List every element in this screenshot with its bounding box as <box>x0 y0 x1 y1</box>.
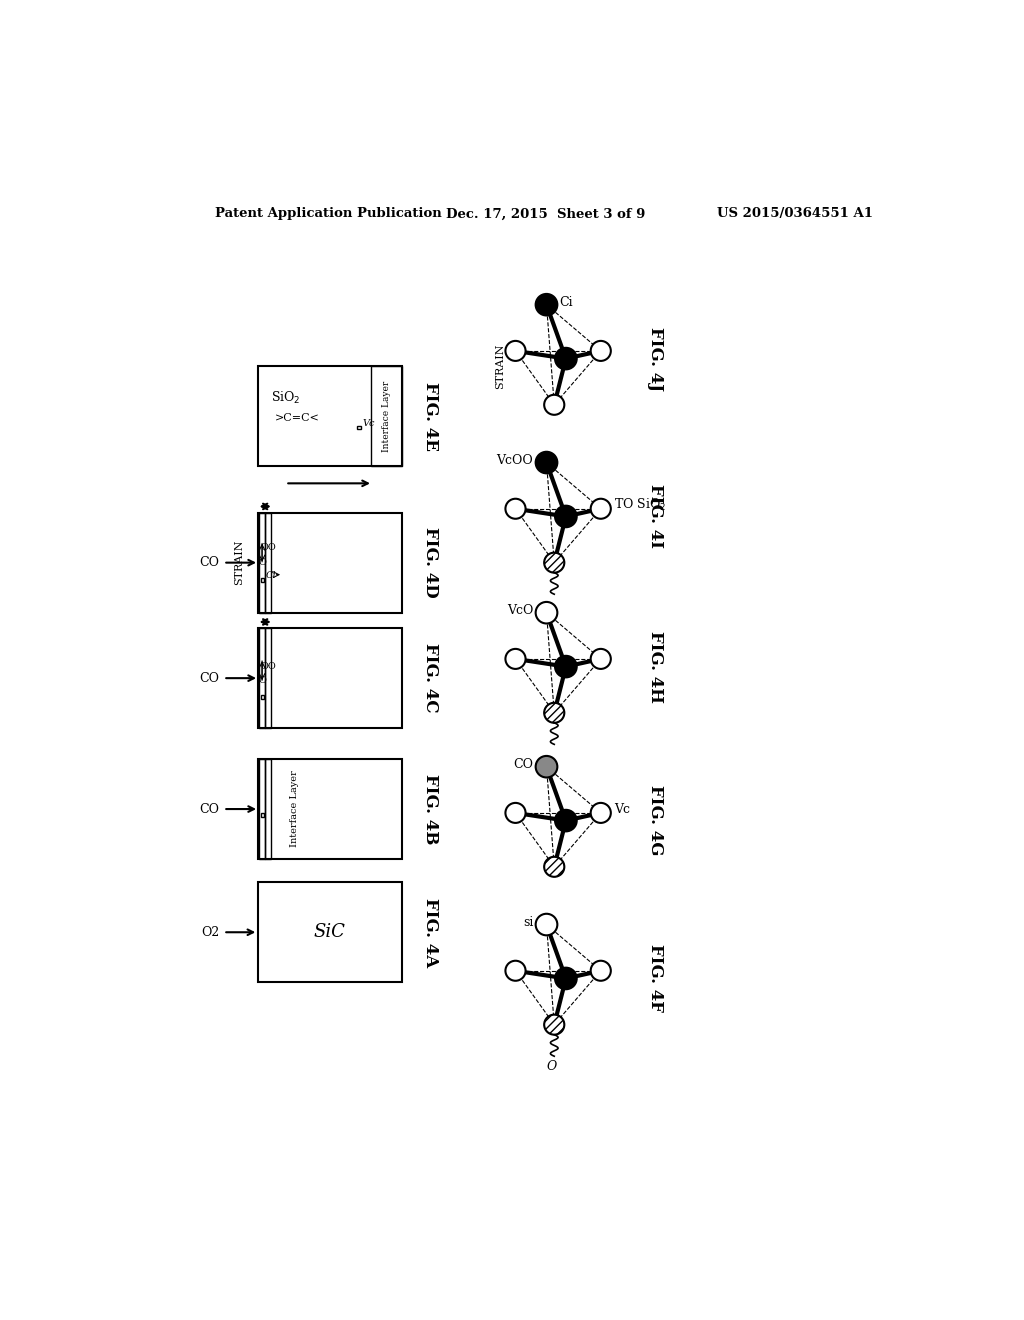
Circle shape <box>555 506 577 527</box>
Text: SiC: SiC <box>314 923 346 941</box>
Text: FIG. 4E: FIG. 4E <box>423 381 439 451</box>
Circle shape <box>591 803 611 822</box>
Circle shape <box>506 649 525 669</box>
Circle shape <box>506 341 525 360</box>
Bar <box>260 696 264 700</box>
Bar <box>258 512 401 612</box>
Text: FIG. 4A: FIG. 4A <box>423 898 439 966</box>
Bar <box>258 628 401 729</box>
Text: FIG. 4G: FIG. 4G <box>647 785 665 855</box>
Text: Vc: Vc <box>362 418 375 428</box>
Bar <box>258 759 401 859</box>
Bar <box>260 578 264 582</box>
Text: STRAIN: STRAIN <box>233 540 244 585</box>
Bar <box>260 813 264 817</box>
Text: O2: O2 <box>201 925 219 939</box>
Circle shape <box>591 961 611 981</box>
Circle shape <box>591 341 611 360</box>
Circle shape <box>555 968 577 989</box>
Circle shape <box>506 803 525 822</box>
Text: O: O <box>547 1060 557 1073</box>
Circle shape <box>536 451 557 474</box>
Text: VcOO: VcOO <box>497 454 534 467</box>
Circle shape <box>536 602 557 623</box>
Text: OO: OO <box>260 543 276 552</box>
Text: US 2015/0364551 A1: US 2015/0364551 A1 <box>717 207 873 220</box>
Bar <box>259 512 265 612</box>
Text: Vc: Vc <box>614 803 630 816</box>
Text: Ci: Ci <box>266 572 276 581</box>
Circle shape <box>536 294 557 315</box>
Text: FIG. 4B: FIG. 4B <box>423 774 439 845</box>
Text: FIG. 4C: FIG. 4C <box>423 643 439 713</box>
Text: SiO$_2$: SiO$_2$ <box>270 391 300 407</box>
Bar <box>265 759 271 859</box>
Circle shape <box>544 1015 564 1035</box>
Circle shape <box>555 656 577 677</box>
Circle shape <box>536 756 557 777</box>
Text: Dec. 17, 2015  Sheet 3 of 9: Dec. 17, 2015 Sheet 3 of 9 <box>445 207 645 220</box>
Circle shape <box>544 857 564 876</box>
Circle shape <box>536 913 557 936</box>
Text: FIG. 4H: FIG. 4H <box>647 631 665 702</box>
Text: STRAIN: STRAIN <box>495 343 505 389</box>
Circle shape <box>555 348 577 370</box>
Circle shape <box>544 702 564 723</box>
Text: O: O <box>258 558 266 568</box>
Bar <box>259 628 265 729</box>
Bar <box>259 759 265 859</box>
Bar <box>265 628 271 729</box>
Text: Interface Layer: Interface Layer <box>382 380 390 451</box>
Text: FIG. 4D: FIG. 4D <box>423 527 439 598</box>
Text: CO: CO <box>200 803 219 816</box>
Bar <box>265 512 271 612</box>
Text: O: O <box>258 676 266 685</box>
Circle shape <box>591 499 611 519</box>
Circle shape <box>506 961 525 981</box>
Text: VcO: VcO <box>507 603 534 616</box>
Circle shape <box>544 395 564 414</box>
Text: FIG. 4I: FIG. 4I <box>647 484 665 548</box>
Bar <box>371 367 401 466</box>
Text: Patent Application Publication: Patent Application Publication <box>215 207 441 220</box>
Circle shape <box>506 499 525 519</box>
Text: FIG. 4J: FIG. 4J <box>647 326 665 391</box>
Circle shape <box>591 649 611 669</box>
Bar <box>563 356 568 362</box>
Text: si: si <box>523 916 534 929</box>
Text: CO: CO <box>513 758 534 771</box>
Bar <box>356 425 360 429</box>
Text: Interface Layer: Interface Layer <box>290 771 299 847</box>
Bar <box>258 367 401 466</box>
Text: OO: OO <box>260 661 276 671</box>
Circle shape <box>555 810 577 832</box>
Text: CO: CO <box>200 556 219 569</box>
Text: CO: CO <box>200 672 219 685</box>
Text: TO SiO$_2$: TO SiO$_2$ <box>614 496 666 513</box>
Bar <box>258 882 401 982</box>
Text: Ci: Ci <box>560 296 573 309</box>
Circle shape <box>544 553 564 573</box>
Bar <box>563 818 568 824</box>
Text: FIG. 4F: FIG. 4F <box>647 944 665 1012</box>
Text: >C=C<: >C=C< <box>274 413 319 424</box>
